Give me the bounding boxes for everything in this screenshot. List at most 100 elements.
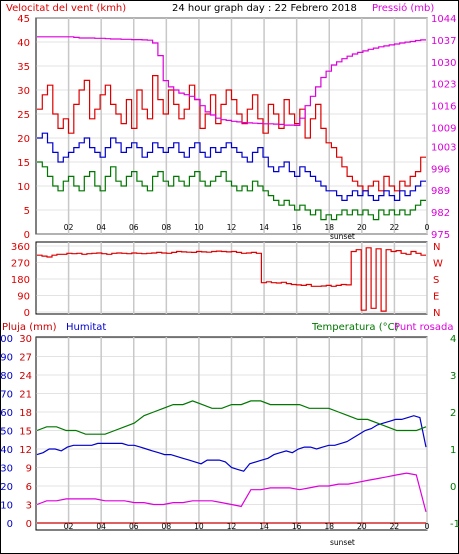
series-line-avg <box>37 161 426 221</box>
temperature-axis: -1 0 1 2 3 4 <box>450 334 459 530</box>
pressure-tick-label: 1009 <box>431 124 456 135</box>
direction-degree-tick-label: 0 <box>24 308 30 319</box>
pressure-tick-label: 1023 <box>431 80 456 91</box>
temp-time-tick-label: 20 <box>357 522 367 531</box>
humidity-tick-label: 50 <box>0 427 13 438</box>
rain-tick-label: 30 <box>19 334 32 345</box>
temperature-axis-title: Temperatura (°C) <box>311 322 399 333</box>
wind-time-tick-label: 20 <box>357 223 367 232</box>
series-line-wind-direction <box>37 247 426 312</box>
wind-pressure-grid <box>36 17 428 235</box>
series-line-speed <box>37 132 426 201</box>
wind-time-tick-label: 22 <box>390 223 400 232</box>
wind-time-tick-label: 14 <box>259 223 269 232</box>
direction-compass-tick-label: E <box>433 292 439 303</box>
series-line-gust <box>37 75 426 192</box>
wind-time-tick-label: 12 <box>227 223 237 232</box>
direction-compass-tick-label: W <box>433 259 443 270</box>
humidity-tick-label: 20 <box>0 482 13 493</box>
rain-tick-label: 0 <box>26 519 32 530</box>
wind-speed-axis-title: Velocitat del vent (kmh) <box>6 3 126 14</box>
humidity-tick-label: 100 <box>0 334 13 345</box>
humidity-axis: 0 10 20 30 40 50 60 70 80 90 100 <box>0 334 13 530</box>
wind-speed-tick-label: 0 <box>24 230 30 241</box>
temperature-tick-label: 0 <box>450 482 456 493</box>
humidity-tick-label: 80 <box>0 371 13 382</box>
wind-time-tick-label: 16 <box>292 223 302 232</box>
wind-direction-degree-axis: 0 90 180 270 360 <box>11 242 30 319</box>
rain-tick-label: 21 <box>19 390 32 401</box>
temperature-tick-label: 2 <box>450 408 456 419</box>
wind-speed-tick-label: 5 <box>24 206 30 217</box>
wind-speed-tick-label: 45 <box>17 14 30 25</box>
graph-title: 24 hour graph day : 22 Febrero 2018 <box>172 3 357 14</box>
wind-time-tick-label: 18 <box>324 223 334 232</box>
wind-direction-series <box>37 247 426 312</box>
temperature-tick-label: 1 <box>450 445 456 456</box>
humidity-axis-title: Humitat <box>66 322 106 333</box>
series-line-humidity <box>36 415 427 472</box>
wind-time-tick-label: 06 <box>129 223 139 232</box>
rain-tick-label: 3 <box>26 501 32 512</box>
rain-tick-label: 18 <box>19 408 32 419</box>
temp-time-tick-label: 04 <box>96 522 106 531</box>
rain-tick-label: 15 <box>19 427 32 438</box>
temperature-tick-label: 3 <box>450 371 456 382</box>
humidity-tick-label: 60 <box>0 408 13 419</box>
wind-time-tick-label: 02 <box>64 223 74 232</box>
pressure-tick-label: 1044 <box>431 14 456 25</box>
temp-time-tick-label: 14 <box>259 522 269 531</box>
wind-speed-tick-label: 40 <box>17 38 30 49</box>
temperature-tick-label: 4 <box>450 334 456 345</box>
temp-time-tick-label: 06 <box>129 522 139 531</box>
wind-time-tick-label: 10 <box>194 223 204 232</box>
wind-speed-axis: 0 5 10 15 20 25 30 35 40 45 <box>17 14 30 241</box>
temp-time-tick-label: 02 <box>64 522 74 531</box>
pressure-tick-label: 1037 <box>431 36 456 47</box>
humidity-tick-label: 30 <box>0 464 13 475</box>
pressure-axis: 975 982 989 996 1003 1009 1016 1023 1030 1037 1044 <box>431 14 456 241</box>
humidity-tick-label: 40 <box>0 445 13 456</box>
rain-tick-label: 24 <box>19 371 32 382</box>
rain-tick-label: 9 <box>26 464 32 475</box>
wind-speed-tick-label: 35 <box>17 62 30 73</box>
wind-time-tick-label: 0 <box>425 223 430 232</box>
wind-pressure-series <box>37 36 426 221</box>
rain-tick-label: 27 <box>19 353 32 364</box>
pressure-tick-label: 1030 <box>431 58 456 69</box>
wind-time-axis: 02 04 06 08 10 12 14 16 18 20 22 0 <box>64 223 430 232</box>
pressure-tick-label: 975 <box>431 230 450 241</box>
temp-humidity-series <box>36 400 427 524</box>
humidity-tick-label: 90 <box>0 353 13 364</box>
direction-compass-tick-label: S <box>433 275 439 286</box>
temp-time-tick-label: 16 <box>292 522 302 531</box>
rain-axis-title: Pluja (mm) <box>2 322 57 333</box>
temp-time-tick-label: 10 <box>194 522 204 531</box>
direction-degree-tick-label: 90 <box>17 292 30 303</box>
rain-axis: 0 3 6 9 12 15 18 21 24 27 30 <box>19 334 32 530</box>
sunset-label: sunset <box>330 232 355 241</box>
pressure-tick-label: 1016 <box>431 102 456 113</box>
direction-compass-tick-label: N <box>433 242 440 253</box>
wind-speed-tick-label: 25 <box>17 110 30 121</box>
sunset-label-bottom: sunset <box>330 538 355 547</box>
temperature-tick-label: -1 <box>450 519 459 530</box>
wind-direction-grid <box>36 242 428 314</box>
pressure-axis-title: Pressió (mb) <box>372 2 434 14</box>
humidity-tick-label: 0 <box>7 519 13 530</box>
direction-degree-tick-label: 360 <box>11 242 30 253</box>
temp-time-tick-label: 22 <box>390 522 400 531</box>
temp-humidity-grid <box>36 337 428 530</box>
pressure-tick-label: 982 <box>431 208 450 219</box>
humidity-tick-label: 10 <box>0 501 13 512</box>
rain-tick-label: 12 <box>19 445 32 456</box>
wind-speed-tick-label: 15 <box>17 158 30 169</box>
wind-speed-tick-label: 30 <box>17 86 30 97</box>
wind-time-tick-label: 08 <box>162 223 172 232</box>
temp-time-tick-label: 0 <box>425 522 430 531</box>
wind-speed-tick-label: 10 <box>17 182 30 193</box>
dewpoint-axis-title: Punt rosada <box>394 322 453 333</box>
humidity-tick-label: 70 <box>0 390 13 401</box>
pressure-tick-label: 996 <box>431 164 450 175</box>
